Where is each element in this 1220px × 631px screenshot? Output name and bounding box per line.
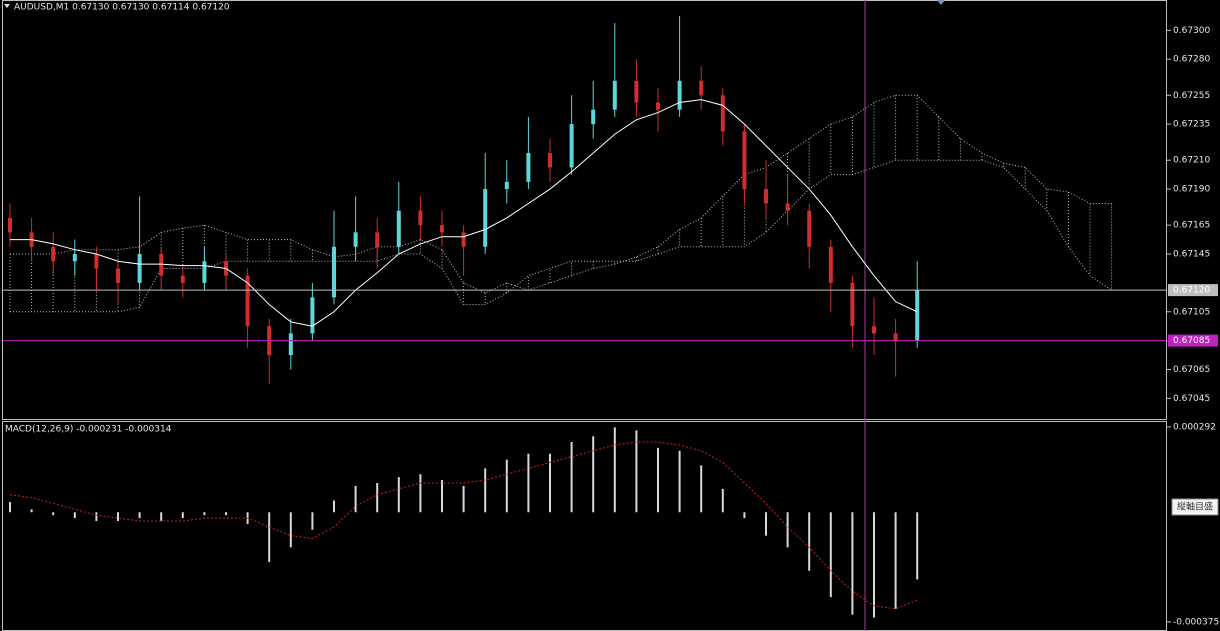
candle-body	[634, 80, 639, 103]
candle-body	[504, 181, 509, 190]
candle-body	[828, 246, 833, 283]
candle-body	[353, 232, 358, 247]
candle-body	[418, 210, 423, 226]
candle-body	[764, 189, 768, 204]
macd-header: MACD(12,26,9) -0.000231 -0.000314	[5, 425, 172, 435]
candle-body	[526, 152, 531, 182]
y-tick-label: 0.67300	[1173, 26, 1210, 36]
price-panel-frame	[2, 0, 1167, 420]
candle-body	[288, 333, 293, 356]
candle-body	[915, 290, 920, 341]
candle-body	[677, 80, 682, 110]
y-tick-label: 0.000292	[1173, 422, 1216, 432]
candle-body	[8, 217, 12, 233]
menu-arrow[interactable]	[4, 4, 10, 8]
candle-body	[785, 203, 790, 211]
price-line-label-box	[1168, 284, 1218, 297]
candle-body	[612, 80, 617, 110]
candle-body	[850, 282, 855, 327]
tooltip-box	[1171, 498, 1219, 516]
candle-body	[245, 275, 250, 327]
y-tick-label: 0.67045	[1173, 394, 1210, 404]
price-line-label: 0.67120	[1173, 286, 1210, 296]
cloud-span-a	[10, 94, 1112, 294]
candle-body	[159, 254, 164, 276]
level-line-label: 0.67085	[1173, 336, 1210, 346]
candle-body	[375, 232, 380, 247]
candle-body	[137, 254, 142, 283]
cloud-span-b	[10, 159, 1112, 313]
candle-body	[51, 246, 56, 262]
candle-body	[440, 225, 444, 233]
candle-body	[569, 124, 574, 168]
tooltip: 縦軸目盛	[1177, 501, 1213, 513]
symbol-header: AUDUSD,M1 0.67130 0.67130 0.67114 0.6712…	[14, 3, 230, 13]
y-tick-label: 0.67255	[1173, 91, 1210, 101]
candle-body	[72, 254, 77, 262]
candle-body	[483, 189, 488, 247]
y-tick-label: 0.67105	[1173, 307, 1210, 317]
candle-body	[742, 131, 747, 190]
level-line-label-box	[1168, 334, 1218, 347]
shift-marker	[937, 0, 945, 5]
y-tick-label: 0.67235	[1173, 120, 1210, 130]
candle-body	[396, 210, 401, 247]
candle-body	[332, 246, 336, 298]
candle-body	[656, 102, 660, 110]
candle-body	[202, 261, 207, 283]
candle-body	[699, 80, 704, 96]
candle-body	[872, 326, 876, 334]
candle-body	[591, 109, 596, 125]
y-tick-label: 0.67210	[1173, 156, 1210, 166]
candle-body	[94, 254, 99, 269]
y-tick-label: 0.67165	[1173, 221, 1210, 231]
candle-body	[461, 232, 466, 247]
candle-body	[116, 268, 120, 283]
candle-body	[807, 210, 812, 247]
y-tick-label: 0.67145	[1173, 250, 1210, 260]
y-tick-label: -0.000375	[1173, 617, 1219, 627]
y-tick-label: 0.67065	[1173, 365, 1210, 375]
y-tick-label: 0.67190	[1173, 185, 1210, 195]
moving-average	[10, 99, 918, 327]
candle-body	[720, 95, 725, 132]
candle-body	[310, 297, 315, 334]
candle-body	[180, 275, 185, 283]
candle-body	[548, 152, 552, 168]
y-tick-label: 0.67280	[1173, 55, 1210, 65]
candle-body	[893, 333, 898, 341]
